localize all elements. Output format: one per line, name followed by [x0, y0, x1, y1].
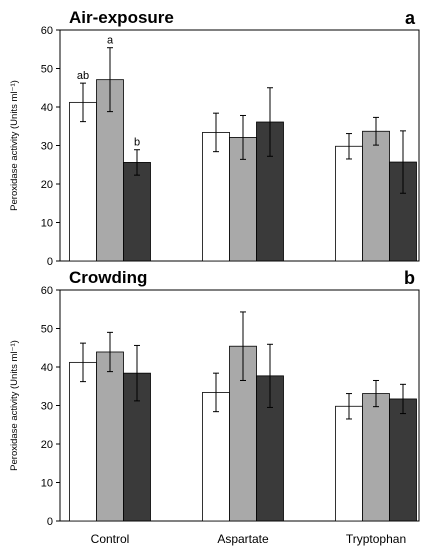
panel-1-bar-tryptophan-s1	[335, 145, 363, 262]
panel-1-y-tick-label: 50	[41, 64, 53, 76]
panel-1-y-tick-label: 40	[41, 102, 53, 114]
panel-2-title: Crowding	[69, 268, 147, 287]
panel-2-y-axis-label: Peroxidase activity (Units ml⁻¹)	[9, 340, 20, 471]
panel-1-significance-label: ab	[77, 70, 89, 82]
panel-2-category-label: Control	[91, 532, 130, 546]
panel-2-bar-tryptophan-s3	[389, 398, 417, 522]
panel-2-y-tick-label: 20	[41, 439, 53, 451]
panel-2-y-tick-label: 0	[47, 516, 53, 528]
panel-1-bar-aspartate-s1	[202, 132, 230, 262]
panel-1-bar-tryptophan-s2	[362, 130, 390, 262]
panel-1-y-tick-label: 30	[41, 141, 53, 153]
panel-1-y-tick-label: 10	[41, 218, 53, 230]
panel-2-y-tick-label: 30	[41, 401, 53, 413]
panel-1-y-tick-label: 60	[41, 25, 53, 37]
panel-1-title: Air-exposure	[69, 8, 174, 27]
panel-2-bar-tryptophan-s2	[362, 393, 390, 522]
panel-2-y-tick-label: 60	[41, 285, 53, 297]
panel-2-y-tick-label: 10	[41, 478, 53, 490]
panel-2-category-label: Aspartate	[217, 532, 269, 546]
panel-2-bar-tryptophan-s1	[335, 405, 363, 522]
panel-2-bar-control-s1	[69, 361, 97, 522]
panel-1-y-tick-label: 20	[41, 179, 53, 191]
panel-2-bar-aspartate-s1	[202, 392, 230, 522]
panel-1-significance-label: a	[107, 35, 114, 47]
panel-1-y-tick-label: 0	[47, 256, 53, 268]
panel-1-bar-control-s3	[123, 162, 151, 262]
panel-2-bar-control-s2	[96, 351, 124, 522]
panel-1-significance-label: b	[134, 137, 140, 149]
panel-1-y-axis-label: Peroxidase activity (Units ml⁻¹)	[9, 80, 20, 211]
panel-1-panel-label: a	[405, 8, 416, 28]
panel-1-bar-control-s1	[69, 101, 97, 262]
panel-2-category-label: Tryptophan	[346, 532, 406, 546]
panel-2-y-tick-label: 50	[41, 324, 53, 336]
panel-2-y-tick-label: 40	[41, 362, 53, 374]
panel-2-panel-label: b	[404, 268, 415, 288]
